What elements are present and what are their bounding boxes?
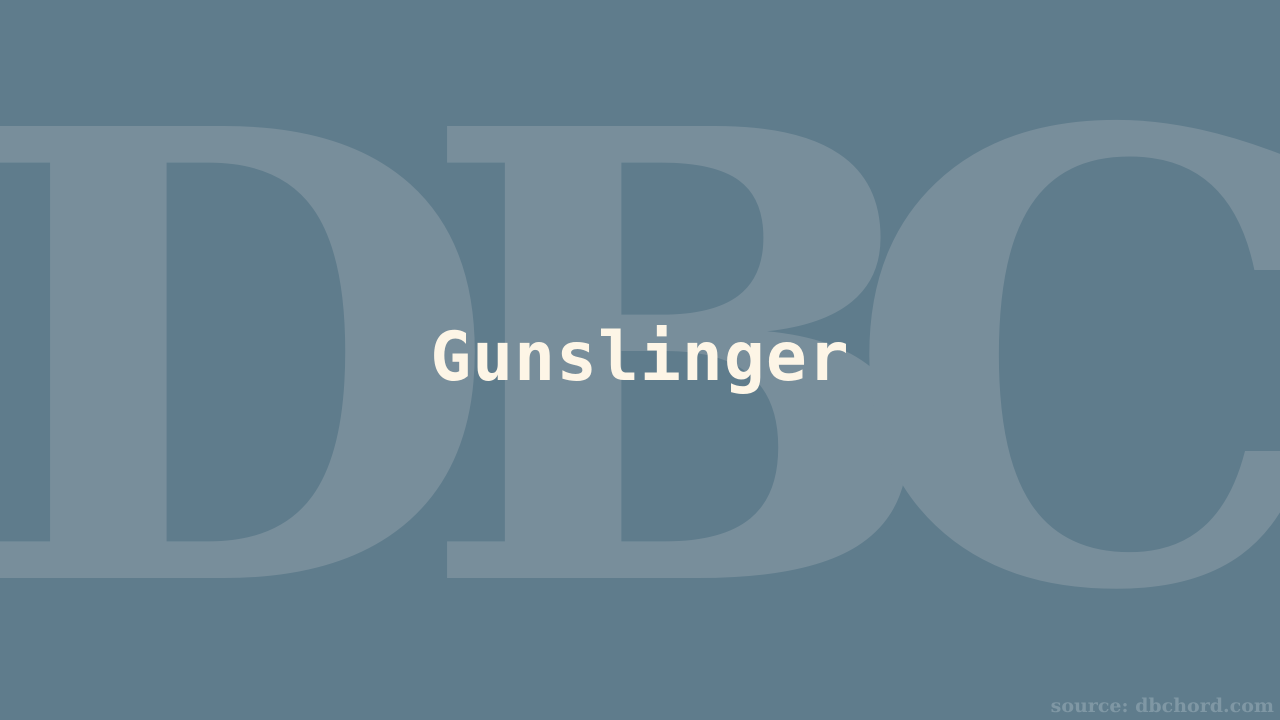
- watermark-letter-c: C: [843, 0, 1280, 720]
- watermark-letter-b: B: [418, 0, 942, 720]
- source-credit: source: dbchord.com: [1050, 695, 1274, 717]
- page-title: Gunslinger: [430, 318, 850, 397]
- watermark-letter-d: D: [0, 0, 501, 720]
